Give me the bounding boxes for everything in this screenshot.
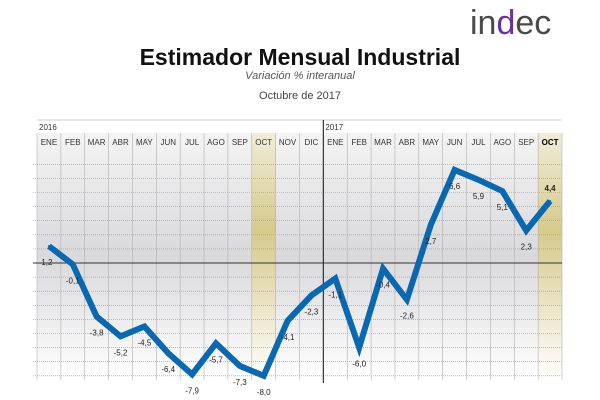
month-label: MAY	[422, 138, 439, 147]
data-point	[429, 223, 432, 226]
month-label: JUL	[471, 138, 486, 147]
month-label: ENE	[327, 138, 343, 147]
data-point	[47, 245, 50, 248]
data-label: -5,2	[114, 348, 128, 357]
data-point	[119, 335, 122, 338]
data-label: 5,1	[497, 203, 509, 212]
data-label: -1,1	[328, 291, 342, 300]
data-label: 2,3	[521, 243, 533, 252]
data-point	[262, 374, 265, 377]
month-label: JUN	[160, 138, 176, 147]
data-point	[238, 364, 241, 367]
data-point	[382, 267, 385, 270]
month-label: AGO	[493, 138, 511, 147]
data-label: -2,6	[400, 312, 414, 321]
data-label: -2,3	[305, 307, 319, 316]
data-point	[405, 298, 408, 301]
data-label: -4,1	[281, 333, 295, 342]
data-label: -6,0	[352, 360, 366, 369]
chart-subtitle: Variación % interanual	[245, 70, 355, 82]
year-label: 2016	[39, 123, 57, 132]
data-point	[549, 199, 552, 202]
data-label: -0,1	[66, 276, 80, 285]
data-point	[95, 315, 98, 318]
highlight-column	[538, 133, 562, 380]
month-label: OCT	[542, 138, 559, 147]
data-label: -8,0	[257, 388, 271, 397]
data-label: -5,7	[209, 355, 223, 364]
data-label: 6,6	[449, 182, 461, 191]
data-label: 2,7	[425, 237, 437, 246]
series-line	[47, 166, 553, 380]
data-point	[501, 190, 504, 193]
month-label: AGO	[207, 138, 225, 147]
data-label: -6,4	[161, 365, 175, 374]
month-label: FEB	[351, 138, 367, 147]
data-label: -4,5	[137, 338, 151, 347]
data-point	[143, 325, 146, 328]
month-label: NOV	[279, 138, 297, 147]
data-point	[358, 346, 361, 349]
chart-title: Estimador Mensual Industrial	[139, 44, 461, 70]
month-label: MAR	[374, 138, 392, 147]
data-label: 1,2	[41, 258, 53, 267]
month-label: JUL	[185, 138, 200, 147]
month-label: SEP	[232, 138, 248, 147]
month-label: ENE	[41, 138, 57, 147]
data-point	[167, 352, 170, 355]
data-point	[71, 263, 74, 266]
year-label: 2017	[325, 123, 343, 132]
month-label: DIC	[305, 138, 319, 147]
data-label: 4,4	[545, 184, 557, 193]
data-point	[525, 229, 528, 232]
data-point	[477, 178, 480, 181]
data-point	[334, 277, 337, 280]
data-point	[453, 168, 456, 171]
month-label: ABR	[112, 138, 129, 147]
data-label: -7,9	[185, 386, 199, 395]
highlight-column	[251, 133, 276, 380]
month-label: JUN	[447, 138, 463, 147]
data-point	[286, 319, 289, 322]
month-label: SEP	[518, 138, 534, 147]
month-label: OCT	[255, 138, 272, 147]
data-point	[191, 373, 194, 376]
month-label: MAR	[88, 138, 106, 147]
data-point	[214, 342, 217, 345]
month-label: MAY	[136, 138, 153, 147]
month-label: ABR	[399, 138, 416, 147]
data-label: -7,3	[233, 378, 247, 387]
data-point	[310, 294, 313, 297]
month-label: FEB	[65, 138, 81, 147]
data-label: -3,8	[90, 329, 104, 338]
data-label: 5,9	[473, 192, 485, 201]
data-label: -0,4	[376, 281, 390, 290]
indec-logo: indec	[470, 4, 552, 42]
chart-date: Octubre de 2017	[259, 90, 341, 102]
